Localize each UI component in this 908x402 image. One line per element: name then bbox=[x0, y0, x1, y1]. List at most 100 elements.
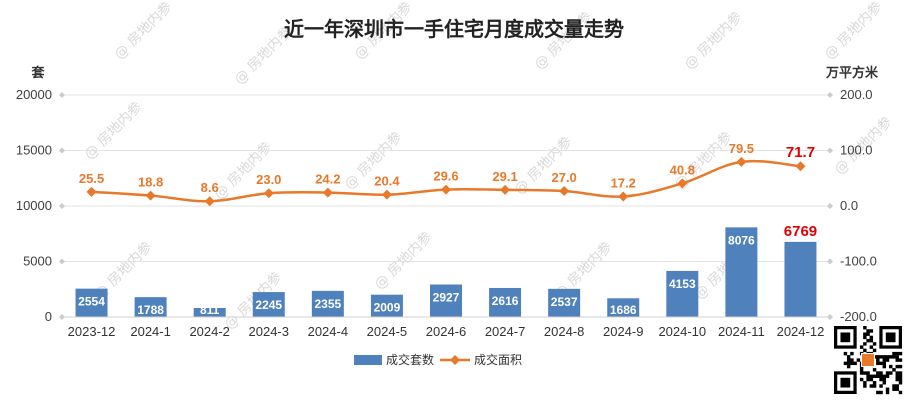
line-data-label: 24.2 bbox=[315, 172, 340, 187]
right-axis-tick-label: -100.0 bbox=[840, 254, 877, 269]
line-data-label: 17.2 bbox=[611, 175, 636, 190]
x-axis-tick-label: 2024-11 bbox=[718, 324, 765, 339]
qr-module bbox=[876, 371, 880, 375]
qr-module bbox=[882, 355, 887, 359]
qr-module bbox=[892, 351, 896, 356]
qr-module bbox=[879, 384, 883, 388]
qr-module bbox=[863, 384, 867, 388]
watermark-text: @ 房地内参 bbox=[111, 0, 176, 63]
left-axis-tick-marker bbox=[59, 92, 65, 98]
bar-data-label: 2245 bbox=[255, 298, 282, 312]
legend-label-line: 成交面积 bbox=[474, 352, 522, 367]
qr-module bbox=[876, 361, 880, 366]
x-axis-tick-label: 2024-2 bbox=[189, 324, 229, 339]
qr-module bbox=[863, 326, 867, 330]
qr-module bbox=[898, 364, 903, 369]
line-marker bbox=[86, 186, 97, 197]
qr-module bbox=[872, 374, 877, 379]
qr-module bbox=[866, 377, 870, 382]
qr-module bbox=[895, 355, 899, 359]
qr-module bbox=[866, 329, 870, 333]
bar-data-label: 2616 bbox=[492, 294, 519, 308]
qr-module bbox=[879, 374, 883, 379]
bar-data-label: 8076 bbox=[728, 233, 755, 247]
qr-module bbox=[885, 390, 890, 395]
x-axis-tick-label: 2024-7 bbox=[485, 324, 525, 339]
bar bbox=[725, 227, 758, 317]
qr-module bbox=[898, 381, 903, 385]
qr-module bbox=[869, 335, 874, 340]
legend-label-bar: 成交套数 bbox=[386, 352, 434, 367]
qr-module bbox=[846, 355, 851, 359]
qr-module bbox=[850, 358, 854, 362]
watermark-text: @ 房地内参 bbox=[81, 98, 146, 163]
line-marker bbox=[263, 188, 274, 199]
qr-module bbox=[898, 351, 903, 356]
bar bbox=[193, 307, 226, 317]
left-axis-tick-label: 20000 bbox=[16, 87, 52, 102]
watermark-layer: @ 房地内参 @ 房地内参 @ 房地内参 @ 房地内参 @ 房地内参 @ 房地内参@ 房地… bbox=[81, 0, 896, 333]
bar-data-label: 2537 bbox=[551, 295, 578, 309]
qr-logo bbox=[861, 353, 875, 367]
qr-module bbox=[866, 374, 870, 379]
qr-module bbox=[895, 358, 899, 362]
qr-module bbox=[859, 371, 864, 375]
qr-module bbox=[866, 332, 870, 336]
qr-module bbox=[846, 364, 851, 369]
qr-module bbox=[859, 368, 864, 372]
qr-module bbox=[898, 371, 903, 375]
chart-title: 近一年深圳市一手住宅月度成交量走势 bbox=[284, 17, 624, 41]
right-axis-tick-marker bbox=[827, 92, 833, 98]
line-marker bbox=[795, 161, 806, 172]
qr-module bbox=[885, 387, 890, 391]
qr-module bbox=[885, 371, 890, 375]
qr-module bbox=[876, 390, 880, 395]
line-marker bbox=[618, 191, 629, 202]
line-data-label: 40.8 bbox=[670, 162, 695, 177]
watermark-text: @ 房地内参 bbox=[681, 8, 746, 73]
bar bbox=[607, 298, 640, 317]
qr-module bbox=[892, 368, 896, 372]
legend-swatch-bar bbox=[354, 355, 382, 365]
line-data-label: 79.5 bbox=[729, 141, 754, 156]
right-axis-tick-marker bbox=[827, 147, 833, 154]
bar bbox=[489, 287, 522, 317]
right-axis-tick-label: 200.0 bbox=[840, 87, 873, 102]
line-marker bbox=[677, 178, 688, 189]
qr-module bbox=[846, 358, 851, 362]
line-marker bbox=[500, 184, 511, 195]
bar-series: 2554 1788 811 2245 2355 2009 2927 2616 2537 1686 4… bbox=[75, 223, 817, 317]
qr-module bbox=[882, 364, 887, 369]
qr-module bbox=[895, 374, 899, 379]
watermark-text: @ 房地内参 bbox=[821, 0, 886, 63]
x-axis-tick-label: 2024-9 bbox=[603, 324, 643, 339]
bar-data-label: 4153 bbox=[669, 277, 696, 291]
qr-module bbox=[889, 355, 893, 359]
qr-module bbox=[872, 368, 877, 372]
qr-module bbox=[885, 358, 890, 362]
line-marker bbox=[204, 196, 215, 207]
x-axis-tick-label: 2024-5 bbox=[367, 324, 407, 339]
qr-module bbox=[882, 374, 887, 379]
line-data-label: 25.5 bbox=[79, 171, 104, 186]
bar bbox=[134, 297, 167, 317]
bar-data-label: 1686 bbox=[610, 303, 637, 317]
qr-finder-core bbox=[840, 332, 851, 343]
qr-module bbox=[892, 355, 896, 359]
qr-module bbox=[879, 371, 883, 375]
left-axis-tick-label: 10000 bbox=[16, 198, 52, 213]
qr-module bbox=[898, 374, 903, 379]
x-axis-tick-label: 2024-4 bbox=[308, 324, 348, 339]
x-axis-ticks: 2023-12 2024-1 2024-2 2024-3 2024-4 2024-5 202… bbox=[62, 316, 830, 339]
qr-module bbox=[885, 355, 890, 359]
right-axis-tick-label: 0.0 bbox=[840, 198, 858, 213]
qr-module bbox=[879, 355, 883, 359]
bar bbox=[548, 288, 581, 317]
bar-data-label: 6769 bbox=[784, 223, 817, 240]
qr-module bbox=[882, 361, 887, 366]
line-marker bbox=[145, 190, 156, 201]
qr-module bbox=[869, 374, 874, 379]
left-axis-tick-marker bbox=[59, 147, 65, 154]
bar bbox=[252, 292, 285, 317]
